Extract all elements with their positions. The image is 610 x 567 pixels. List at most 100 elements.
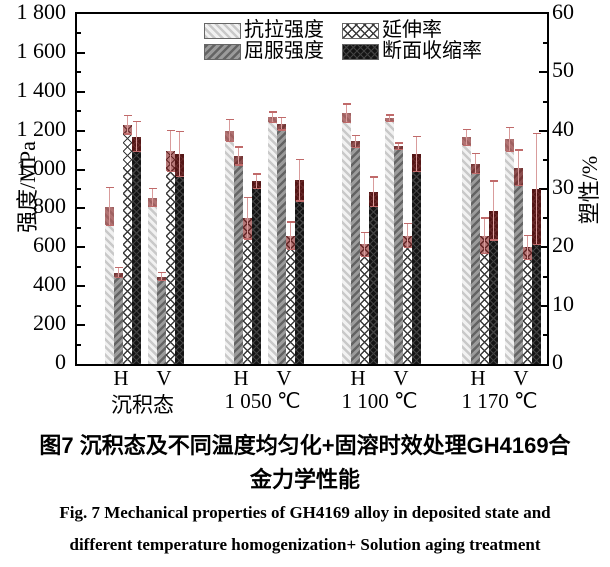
error-bar <box>388 115 391 121</box>
caption-en-line1: Fig. 7 Mechanical properties of GH4169 a… <box>59 503 551 522</box>
bar-reduction-1 100 ℃-V <box>412 154 421 364</box>
bar-yield-1 050 ℃-H <box>234 155 243 364</box>
bar-yield-沉积态-V <box>157 276 166 364</box>
error-bar-cap <box>532 132 541 134</box>
right-axis-tick <box>543 275 547 278</box>
left-axis-tick-label: 1 600 <box>16 37 67 63</box>
legend-item-reduction: 断面收缩率 <box>342 41 482 61</box>
x-label-沉积态-H: H <box>113 366 129 390</box>
error-bar-cap <box>489 180 498 182</box>
error-bar <box>483 218 486 254</box>
bar-elongation-沉积态-V <box>166 151 175 364</box>
error-bar-cap <box>157 279 166 282</box>
error-bar-cap <box>523 258 532 260</box>
error-bar-cap <box>252 173 261 175</box>
error-bar <box>526 235 529 259</box>
error-bar-cap <box>166 129 175 132</box>
x-label-1 050 ℃-V: V <box>276 366 292 390</box>
error-bar-cap <box>385 114 394 116</box>
left-axis-tick-label: 200 <box>33 310 66 336</box>
error-bar-cap <box>268 111 277 113</box>
error-bar <box>397 143 400 150</box>
yield-swatch-icon <box>204 43 241 60</box>
error-bar <box>415 136 418 172</box>
error-bar <box>492 181 495 240</box>
error-bar-cap <box>412 135 421 137</box>
bar-yield-1 170 ℃-H <box>471 163 480 364</box>
error-bar-cap <box>157 271 166 273</box>
right-axis-tick-label: 0 <box>552 349 563 374</box>
left-axis-tick <box>77 149 81 152</box>
bar-yield-沉积态-H <box>114 272 123 364</box>
x-group-label: 沉积态 <box>111 393 174 417</box>
left-axis-tick <box>77 129 85 132</box>
error-bar <box>117 267 120 278</box>
right-axis-tick <box>539 188 547 190</box>
error-bar-cap <box>225 140 234 143</box>
bar-tensile-沉积态-V <box>148 197 157 364</box>
bar-yield-1 050 ℃-V <box>277 123 286 364</box>
error-bar-cap <box>403 246 412 249</box>
error-bar-cap <box>166 171 175 173</box>
bar-reduction-沉积态-V <box>175 154 184 364</box>
left-axis-tick <box>77 110 81 113</box>
error-bar-cap <box>369 176 378 178</box>
bar-tensile-1 050 ℃-V <box>268 117 277 364</box>
left-axis-tick <box>77 188 81 190</box>
error-bar <box>151 189 154 207</box>
error-bar-cap <box>225 118 234 121</box>
error-bar <box>228 119 231 142</box>
error-bar-cap <box>234 146 243 148</box>
bar-reduction-1 050 ℃-H <box>252 181 261 364</box>
error-bar-cap <box>471 173 480 175</box>
x-label-1 050 ℃-H: H <box>233 366 249 390</box>
error-bar-cap <box>114 266 123 269</box>
error-bar-cap <box>360 255 369 258</box>
error-bar-cap <box>351 146 360 149</box>
x-label-1 170 ℃-H: H <box>470 366 486 390</box>
error-bar <box>289 222 292 250</box>
left-axis-tick-label: 0 <box>55 349 66 374</box>
right-axis-tick-label: 30 <box>552 174 574 199</box>
error-bar-cap <box>403 223 412 225</box>
x-group-label: 1 100 ℃ <box>341 389 418 413</box>
bar-elongation-1 170 ℃-V <box>523 247 532 364</box>
bar-tensile-1 050 ℃-H <box>225 130 234 364</box>
error-bar-cap <box>295 200 304 202</box>
bar-elongation-1 100 ℃-V <box>403 235 412 364</box>
error-bar <box>298 159 301 201</box>
right-axis-tick-label: 60 <box>552 0 574 24</box>
error-bar-cap <box>114 277 123 279</box>
right-axis-tick-label: 50 <box>552 57 574 83</box>
error-bar-cap <box>243 196 252 199</box>
left-axis-tick <box>77 71 81 74</box>
error-bar-cap <box>351 134 360 136</box>
left-axis-tick-label: 1 200 <box>16 115 67 141</box>
x-group-label: 1 050 ℃ <box>224 389 301 413</box>
error-bar <box>237 147 240 165</box>
bar-elongation-1 170 ℃-H <box>480 235 489 364</box>
error-bar-cap <box>123 133 132 135</box>
error-bar <box>372 177 375 207</box>
right-axis-tick <box>539 71 547 74</box>
bar-reduction-1 100 ℃-H <box>369 191 378 364</box>
left-axis-tick <box>77 343 81 346</box>
error-bar-cap <box>514 184 523 187</box>
error-bar <box>363 232 366 257</box>
error-bar-cap <box>342 103 351 105</box>
right-axis-tick <box>539 246 547 249</box>
caption-zh-line2: 金力学性能 <box>249 467 360 492</box>
error-bar <box>465 129 468 146</box>
error-bar <box>169 130 172 172</box>
caption-zh-line1: 图7 沉积态及不同温度均匀化+固溶时效处理GH4169合 <box>39 433 571 458</box>
error-bar <box>280 118 283 130</box>
error-bar-cap <box>480 252 489 255</box>
error-bar <box>108 188 111 225</box>
error-bar-cap <box>360 231 369 234</box>
left-axis-tick-label: 1 000 <box>16 154 67 180</box>
error-bar-cap <box>105 187 114 189</box>
error-bar <box>160 272 163 281</box>
bar-yield-1 100 ℃-V <box>394 146 403 364</box>
x-label-沉积态-V: V <box>156 366 172 390</box>
left-axis-tick <box>77 285 85 288</box>
